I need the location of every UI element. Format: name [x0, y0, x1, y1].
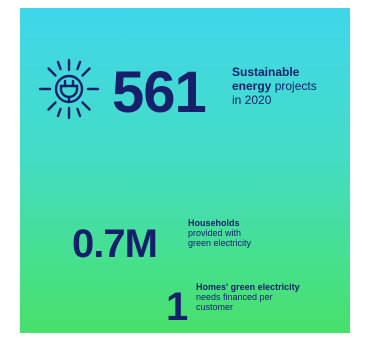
stat-desc-line: energy	[232, 79, 272, 93]
stat-desc-line: Households	[188, 218, 240, 228]
stat-desc-line: in 2020	[232, 93, 272, 107]
stat-desc-line: Sustainable	[232, 65, 300, 79]
stat-description-homes: Homes' green electricity needs financed …	[196, 282, 300, 312]
stat-desc-line: customer	[196, 302, 234, 312]
sun-plug-icon	[34, 54, 104, 124]
stat-value-projects: 561	[112, 60, 207, 125]
stat-description-households: Households provided with green electrici…	[188, 218, 251, 248]
stat-desc-line: provided with	[188, 228, 242, 238]
stat-desc-line: green electricity	[188, 238, 252, 248]
stat-desc-line: needs financed per	[196, 292, 273, 302]
infographic-card: 561 Sustainable energy projects in 2020 …	[20, 8, 350, 333]
stat-value-households: 0.7M	[72, 222, 158, 266]
stat-desc-line: projects	[271, 79, 317, 93]
stat-value-homes: 1	[166, 285, 188, 329]
stat-desc-line: Homes' green electricity	[196, 282, 300, 292]
stat-description-projects: Sustainable energy projects in 2020	[232, 65, 317, 107]
